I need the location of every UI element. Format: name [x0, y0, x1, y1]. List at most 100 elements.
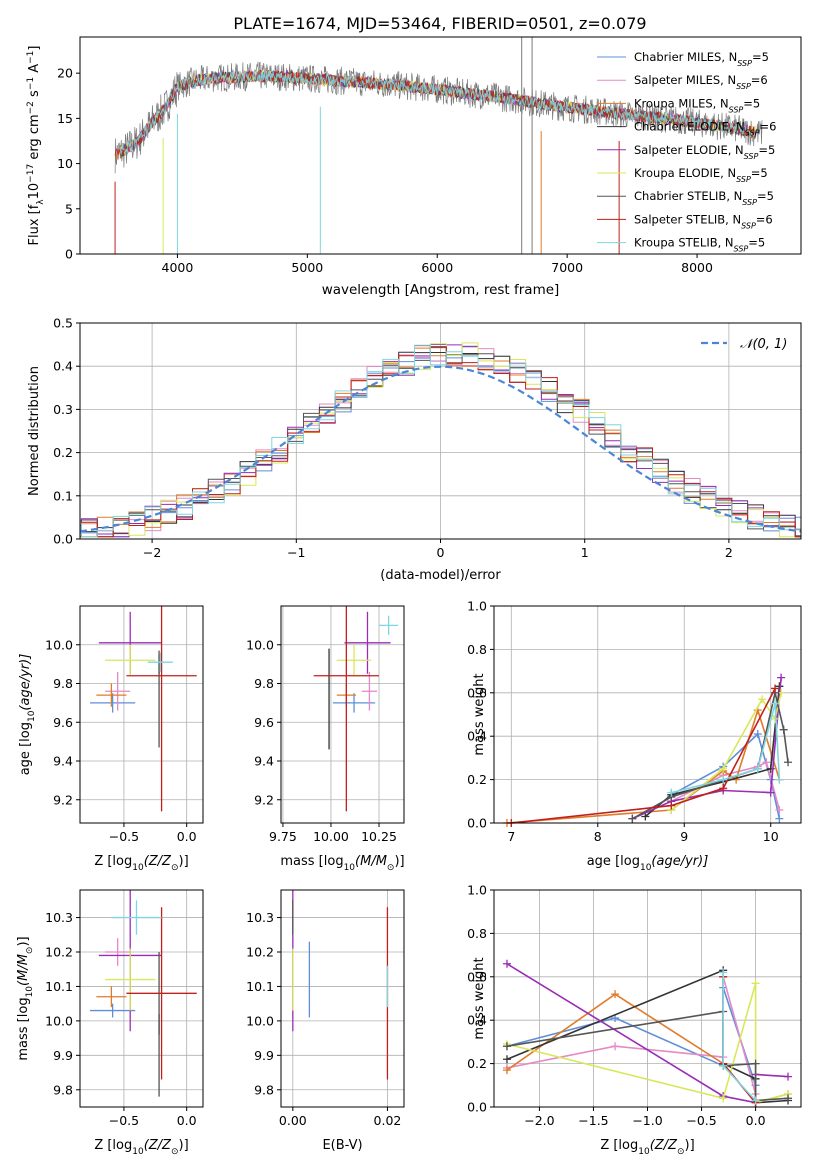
y-tick-label: 0.3 [53, 402, 73, 417]
legend-label: Salpeter ELODIE, NSSP=5 [634, 143, 775, 161]
weight-series [632, 692, 789, 820]
x-tick-label: 9 [680, 829, 688, 844]
y-tick-label: 10.0 [45, 637, 73, 652]
age-vs-mass-points [313, 606, 399, 812]
weight-marker [719, 764, 728, 773]
y-tick-label: 0.0 [467, 816, 487, 831]
x-tick-label: 0.00 [279, 1113, 307, 1128]
mass-vs-EBV-frame [280, 889, 405, 1108]
age-vs-Z-frame [79, 605, 204, 824]
histogram-step [80, 344, 801, 538]
legend-label: Chabrier ELODIE, NSSP=6 [634, 120, 776, 138]
y-tick-label: 0.0 [53, 532, 73, 547]
spectrum-lines [114, 37, 763, 254]
weight-marker [667, 788, 676, 797]
y-tick-label: 10.3 [45, 910, 73, 925]
weight-marker [771, 699, 780, 708]
x-axis-label: Z [log10(Z/Z⊙)] [94, 1138, 188, 1157]
age-vs-Z-points [90, 606, 197, 812]
x-tick-label: 10 [763, 829, 779, 844]
x-axis-label: (data-model)/error [380, 568, 501, 583]
spectrum-frame [79, 36, 802, 255]
weight-marker [779, 725, 788, 734]
y-tick-label: 1.0 [467, 599, 487, 614]
weight-marker [719, 1061, 728, 1070]
x-tick-label: 8 [594, 829, 602, 844]
weight-marker [502, 1055, 511, 1064]
y-tick-label: 9.8 [254, 1082, 274, 1097]
weight-marker [775, 814, 784, 823]
x-tick-label: 0.0 [177, 1113, 197, 1128]
weight-marker [502, 1042, 511, 1051]
x-tick-label: −0.5 [109, 829, 139, 844]
x-tick-label: −0.5 [109, 1113, 139, 1128]
x-tick-label: 5000 [291, 260, 323, 275]
y-axis-label: Flux [fλ10−17 erg cm−2 s−1 A−1] [26, 46, 46, 246]
y-axis-label: mass weight [472, 957, 487, 1039]
y-tick-label: 0.1 [53, 488, 73, 503]
y-tick-label: 10.1 [246, 979, 274, 994]
weight-series [506, 1010, 789, 1102]
weight-marker [628, 814, 637, 823]
y-tick-label: 0.5 [53, 316, 73, 331]
weight-marker [751, 979, 760, 988]
y-tick-label: 5 [65, 201, 73, 216]
x-tick-label: −2.0 [524, 1113, 554, 1128]
weight-vs-age-lines [502, 673, 793, 827]
y-tick-label: 0.4 [53, 359, 73, 374]
y-tick-label: 0.2 [467, 772, 487, 787]
x-tick-label: −1.5 [578, 1113, 608, 1128]
y-tick-label: 10.0 [246, 637, 274, 652]
weight-marker [784, 1094, 793, 1103]
x-tick-label: −1 [287, 545, 305, 560]
age-vs-mass-axes: 9.75 10.00 10.25 9.2 9.4 9.6 9.8 10.0 [246, 606, 404, 844]
x-tick-label: 0 [437, 545, 445, 560]
spectrum-axes: 4000 5000 6000 7000 8000 0 5 10 15 20 [57, 66, 713, 275]
y-tick-label: 0.6 [467, 685, 487, 700]
weight-marker [758, 695, 767, 704]
legend-label: 𝒩(0, 1) [740, 337, 787, 352]
weight-marker [784, 1072, 793, 1081]
x-tick-label: 0.0 [177, 829, 197, 844]
x-axis-label: mass [log10(M/M⊙)] [280, 854, 404, 873]
x-tick-label: 9.75 [269, 829, 297, 844]
weight-marker [719, 784, 728, 793]
x-tick-label: −0.5 [686, 1113, 716, 1128]
weight-marker [771, 684, 780, 693]
x-tick-label: 8000 [681, 260, 713, 275]
weight-marker [753, 730, 762, 739]
x-tick-label: 6000 [421, 260, 453, 275]
normal-curve [80, 365, 801, 533]
mass-vs-EBV-axes: 0.00 0.02 9.8 9.9 10.0 10.1 10.2 10.3 [246, 890, 404, 1128]
y-tick-label: 9.6 [53, 715, 73, 730]
legend-label: Chabrier STELIB, NSSP=5 [634, 189, 774, 207]
legend-label: Chabrier MILES, NSSP=5 [634, 50, 769, 68]
weight-marker [641, 812, 650, 821]
x-axis-label: Z [log10(Z/Z⊙)] [600, 1138, 694, 1157]
weight-marker [777, 673, 786, 682]
y-axis-label: age [log10(age/yr)] [18, 654, 37, 776]
legend-label: Kroupa STELIB, NSSP=5 [634, 236, 765, 254]
weight-marker [753, 764, 762, 773]
weight-vs-Z-lines [502, 959, 793, 1107]
x-tick-label: 10.00 [313, 829, 349, 844]
y-tick-label: 1.0 [467, 883, 487, 898]
y-tick-label: 9.8 [53, 676, 73, 691]
y-tick-label: 0 [65, 247, 73, 262]
y-tick-label: 9.4 [53, 754, 73, 769]
y-tick-label: 0.2 [467, 1056, 487, 1071]
y-tick-label: 10.2 [45, 945, 73, 960]
weight-marker [611, 990, 620, 999]
x-axis-label: Z [log10(Z/Z⊙)] [94, 854, 188, 873]
y-tick-label: 9.6 [254, 715, 274, 730]
legend-label: Kroupa MILES, NSSP=5 [634, 96, 760, 114]
y-tick-label: 0.6 [467, 969, 487, 984]
y-tick-label: 10 [57, 156, 73, 171]
x-tick-label: 1 [581, 545, 589, 560]
weight-vs-Z-frame [493, 889, 802, 1108]
mass-vs-Z-axes: −0.5 0.0 9.8 9.9 10.0 10.1 10.2 10.3 [45, 890, 203, 1128]
weight-marker [775, 775, 784, 784]
y-tick-label: 10.2 [246, 945, 274, 960]
x-tick-label: −2 [143, 545, 161, 560]
